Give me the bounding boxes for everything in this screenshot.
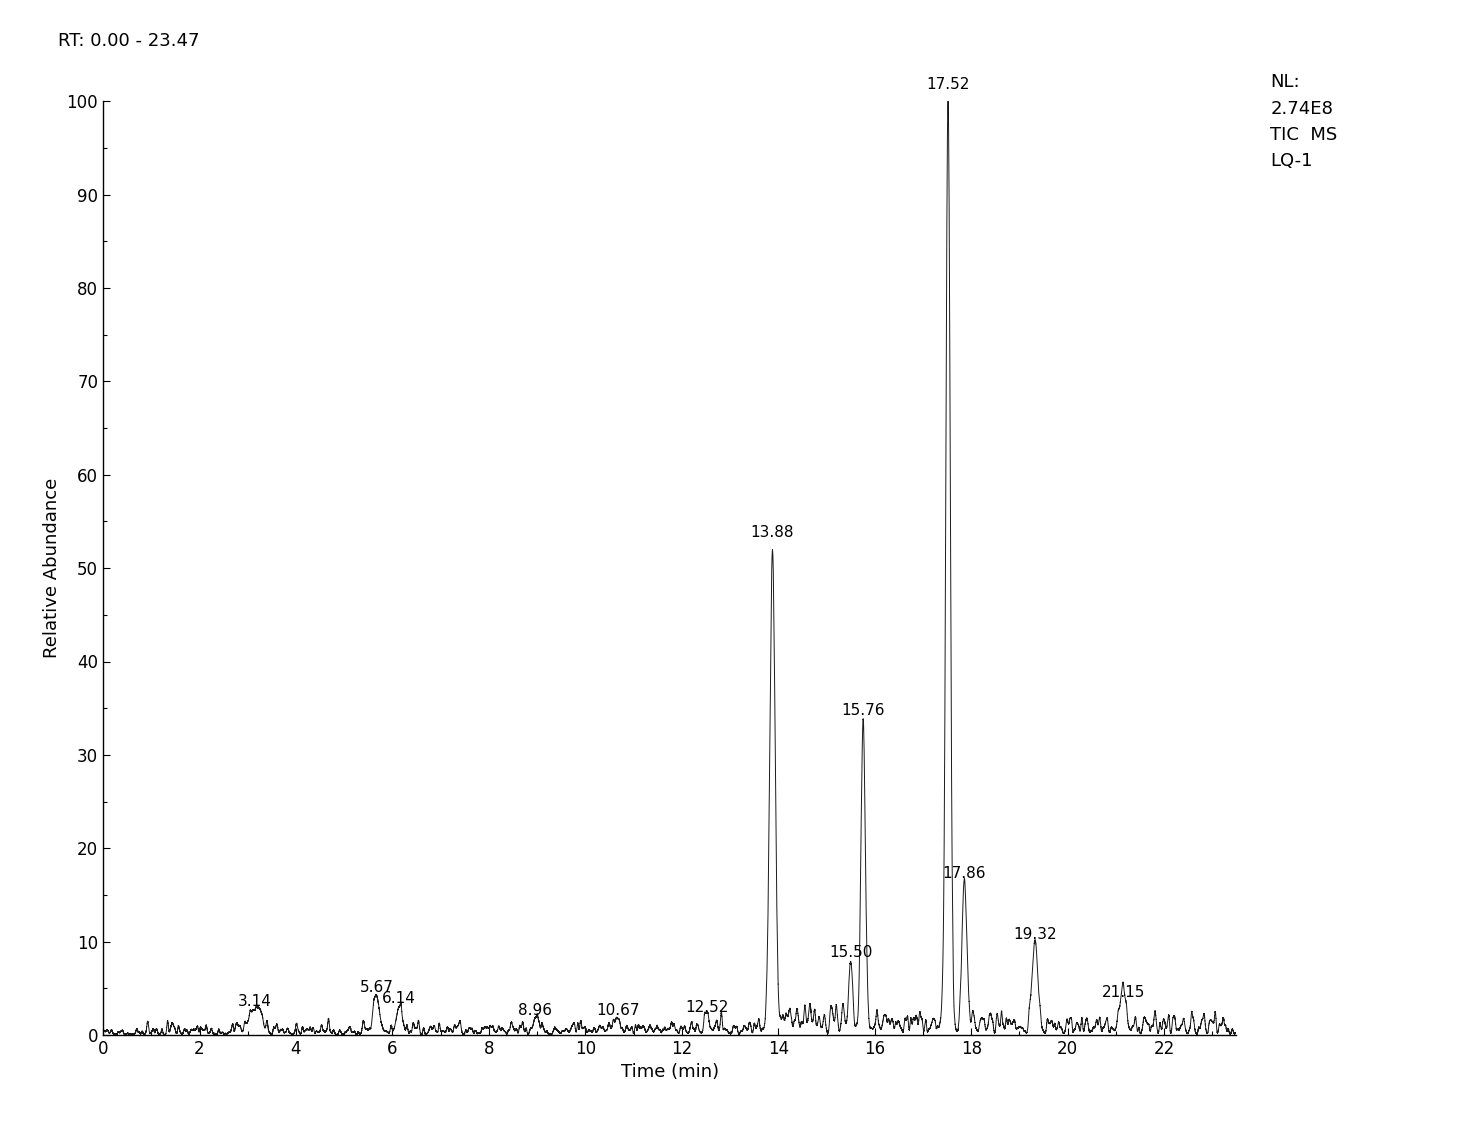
Text: 13.88: 13.88	[751, 525, 795, 540]
Text: 8.96: 8.96	[518, 1004, 552, 1018]
Text: 10.67: 10.67	[596, 1004, 639, 1018]
Text: 3.14: 3.14	[237, 993, 271, 1009]
Y-axis label: Relative Abundance: Relative Abundance	[43, 478, 60, 658]
Text: 15.50: 15.50	[829, 945, 873, 961]
Text: 17.52: 17.52	[926, 76, 970, 92]
Text: NL:
2.74E8
TIC  MS
LQ-1: NL: 2.74E8 TIC MS LQ-1	[1270, 73, 1338, 170]
Text: 21.15: 21.15	[1101, 984, 1145, 999]
X-axis label: Time (min): Time (min)	[621, 1063, 718, 1081]
Text: 5.67: 5.67	[359, 980, 393, 994]
Text: 19.32: 19.32	[1013, 927, 1057, 942]
Text: 12.52: 12.52	[684, 1000, 729, 1016]
Text: 6.14: 6.14	[383, 991, 417, 1006]
Text: 15.76: 15.76	[842, 702, 885, 718]
Text: 17.86: 17.86	[942, 866, 986, 881]
Text: RT: 0.00 - 23.47: RT: 0.00 - 23.47	[57, 32, 199, 50]
